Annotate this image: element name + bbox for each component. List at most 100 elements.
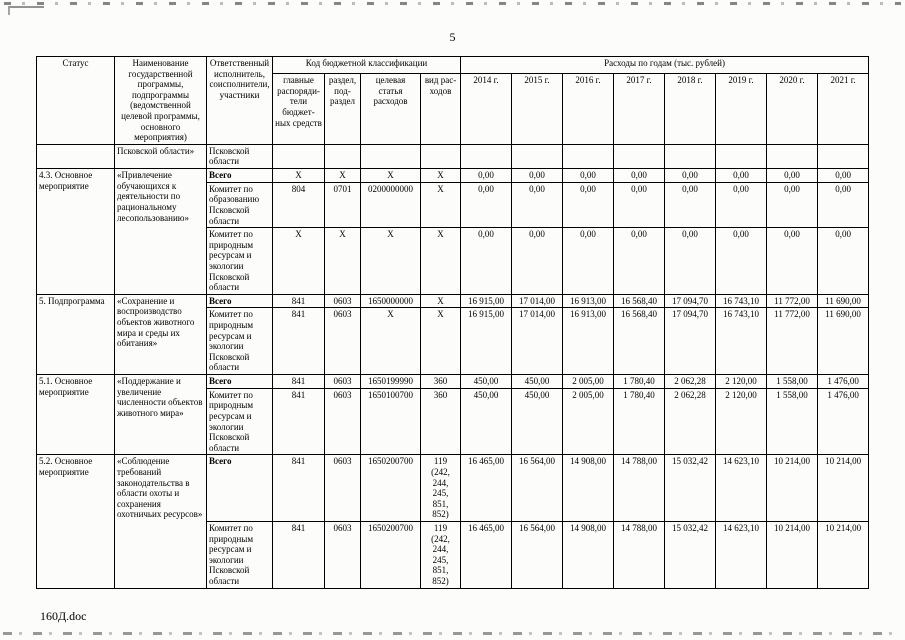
scan-artifact-bottom bbox=[3, 632, 902, 635]
value-cell: 0701 bbox=[324, 181, 361, 229]
value-cell bbox=[613, 143, 666, 170]
value-cell: 14 788,00 bbox=[613, 454, 666, 522]
text-cell: «Сохранение и воспроизводство объектов ж… bbox=[114, 293, 207, 376]
text-cell: «Привлечение обучающихся к деятельности … bbox=[114, 168, 207, 295]
text-cell bbox=[36, 143, 115, 170]
value-cell: 0,00 bbox=[562, 227, 615, 295]
value-cell: 0200000000 bbox=[360, 181, 421, 229]
table-row: Комитет по природным ресурсам и экологии… bbox=[37, 227, 870, 295]
value-cell: 841 bbox=[272, 374, 325, 389]
value-cell: 16 913,00 bbox=[562, 307, 615, 376]
value-cell: 1 780,40 bbox=[613, 374, 666, 389]
value-cell: 841 bbox=[272, 520, 325, 589]
text-cell: 5.2. Основное мероприятие bbox=[36, 454, 115, 589]
value-cell: 17 094,70 bbox=[664, 293, 717, 309]
value-cell: 1 558,00 bbox=[766, 374, 819, 389]
value-cell: 16 915,00 bbox=[460, 307, 513, 376]
text-cell: Всего bbox=[206, 374, 273, 389]
col-header-year: 2018 г. bbox=[664, 73, 717, 145]
text-cell: Комитет по природным ресурсам и экологии… bbox=[206, 307, 273, 376]
text-cell: Псковской области» bbox=[114, 143, 207, 170]
value-cell: 0,00 bbox=[766, 168, 819, 183]
value-cell: 1 476,00 bbox=[817, 387, 870, 456]
value-cell: 1650200700 bbox=[360, 454, 421, 522]
value-cell: 17 094,70 bbox=[664, 307, 717, 376]
table-row: Комитет по природным ресурсам и экологии… bbox=[37, 387, 870, 456]
value-cell: 841 bbox=[272, 307, 325, 376]
value-cell: 10 214,00 bbox=[766, 454, 819, 522]
value-cell: 0603 bbox=[324, 387, 361, 456]
value-cell: 16 564,00 bbox=[511, 454, 564, 522]
value-cell bbox=[460, 143, 513, 170]
text-cell: Всего bbox=[206, 454, 273, 522]
value-cell: X bbox=[360, 307, 421, 376]
text-cell: «Поддержание и увеличение численности об… bbox=[114, 374, 207, 456]
value-cell: 841 bbox=[272, 387, 325, 456]
value-cell: 1650200700 bbox=[360, 520, 421, 589]
value-cell: 11 690,00 bbox=[817, 293, 870, 309]
col-header-year: 2021 г. bbox=[817, 73, 870, 145]
value-cell: 10 214,00 bbox=[817, 454, 870, 522]
value-cell: 450,00 bbox=[511, 387, 564, 456]
table-body: Псковской области» Псковской области 4.3. … bbox=[36, 143, 870, 589]
header-row-1: Статус Наименование государственной прогр… bbox=[36, 55, 870, 145]
value-cell: X bbox=[360, 227, 421, 295]
value-cell bbox=[664, 143, 717, 170]
col-header-budget-sub: главные распоряди-тели бюджет-ных средст… bbox=[272, 73, 325, 145]
value-cell: 14 908,00 bbox=[562, 520, 615, 589]
value-cell: 2 120,00 bbox=[715, 387, 768, 456]
value-cell: 16 465,00 bbox=[460, 520, 513, 589]
col-header-year: 2014 г. bbox=[460, 73, 513, 145]
value-cell: 0603 bbox=[324, 307, 361, 376]
value-cell: 0,00 bbox=[664, 168, 717, 183]
value-cell: 0,00 bbox=[613, 227, 666, 295]
value-cell: 0,00 bbox=[817, 227, 870, 295]
value-cell: 16 465,00 bbox=[460, 454, 513, 522]
value-cell: X bbox=[419, 227, 462, 295]
value-cell bbox=[817, 143, 870, 170]
col-header-budget-code: Код бюджетной классификации bbox=[271, 55, 462, 75]
text-cell: Всего bbox=[206, 293, 273, 309]
value-cell: 14 908,00 bbox=[562, 454, 615, 522]
col-header-year: 2019 г. bbox=[715, 73, 768, 145]
col-header-year: 2017 г. bbox=[613, 73, 666, 145]
header-row-2: главные распоряди-тели бюджет-ных средст… bbox=[37, 73, 870, 145]
value-cell: 0,00 bbox=[817, 181, 870, 229]
col-header-budget-sub: раздел, под-раздел bbox=[324, 73, 361, 145]
value-cell: 1 476,00 bbox=[817, 374, 870, 389]
value-cell: 0,00 bbox=[613, 168, 666, 183]
value-cell: 0,00 bbox=[766, 181, 819, 229]
value-cell: 0,00 bbox=[511, 181, 564, 229]
value-cell: 17 014,00 bbox=[511, 307, 564, 376]
value-cell: 16 913,00 bbox=[562, 293, 615, 309]
value-cell: 119 (242, 244, 245, 851, 852) bbox=[419, 454, 462, 522]
text-cell: 5. Подпрограмма bbox=[36, 293, 115, 376]
value-cell: 0603 bbox=[324, 293, 361, 309]
value-cell: 15 032,42 bbox=[664, 520, 717, 589]
value-cell: 0,00 bbox=[715, 168, 768, 183]
text-cell: Комитет по природным ресурсам и экологии… bbox=[206, 520, 273, 589]
value-cell bbox=[766, 143, 819, 170]
value-cell: 1650000000 bbox=[360, 293, 421, 309]
col-header-year: 2020 г. bbox=[766, 73, 819, 145]
table-row: Комитет по природным ресурсам и экологии… bbox=[37, 307, 870, 376]
value-cell: 0,00 bbox=[664, 181, 717, 229]
text-cell: Комитет по природным ресурсам и экологии… bbox=[206, 227, 273, 295]
value-cell: X bbox=[419, 181, 462, 229]
col-header-year: 2016 г. bbox=[562, 73, 615, 145]
col-header-expenses: Расходы по годам (тыс. рублей) bbox=[460, 55, 870, 75]
table-row: 5. Подпрограмма «Сохранение и воспроизвод… bbox=[36, 293, 870, 376]
value-cell: 360 bbox=[419, 374, 462, 389]
col-header-year: 2015 г. bbox=[511, 73, 564, 145]
text-cell: Комитет по природным ресурсам и экологии… bbox=[206, 387, 273, 456]
col-header-status: Статус bbox=[36, 56, 115, 145]
text-cell: Псковской области bbox=[206, 143, 273, 170]
value-cell: X bbox=[360, 168, 421, 183]
value-cell: 1 780,40 bbox=[613, 387, 666, 456]
value-cell: 2 005,00 bbox=[562, 387, 615, 456]
value-cell: 0,00 bbox=[511, 168, 564, 183]
value-cell: 0603 bbox=[324, 374, 361, 389]
text-cell: 4.3. Основное мероприятие bbox=[36, 168, 115, 295]
value-cell: 0,00 bbox=[613, 181, 666, 229]
value-cell: 10 214,00 bbox=[817, 520, 870, 589]
